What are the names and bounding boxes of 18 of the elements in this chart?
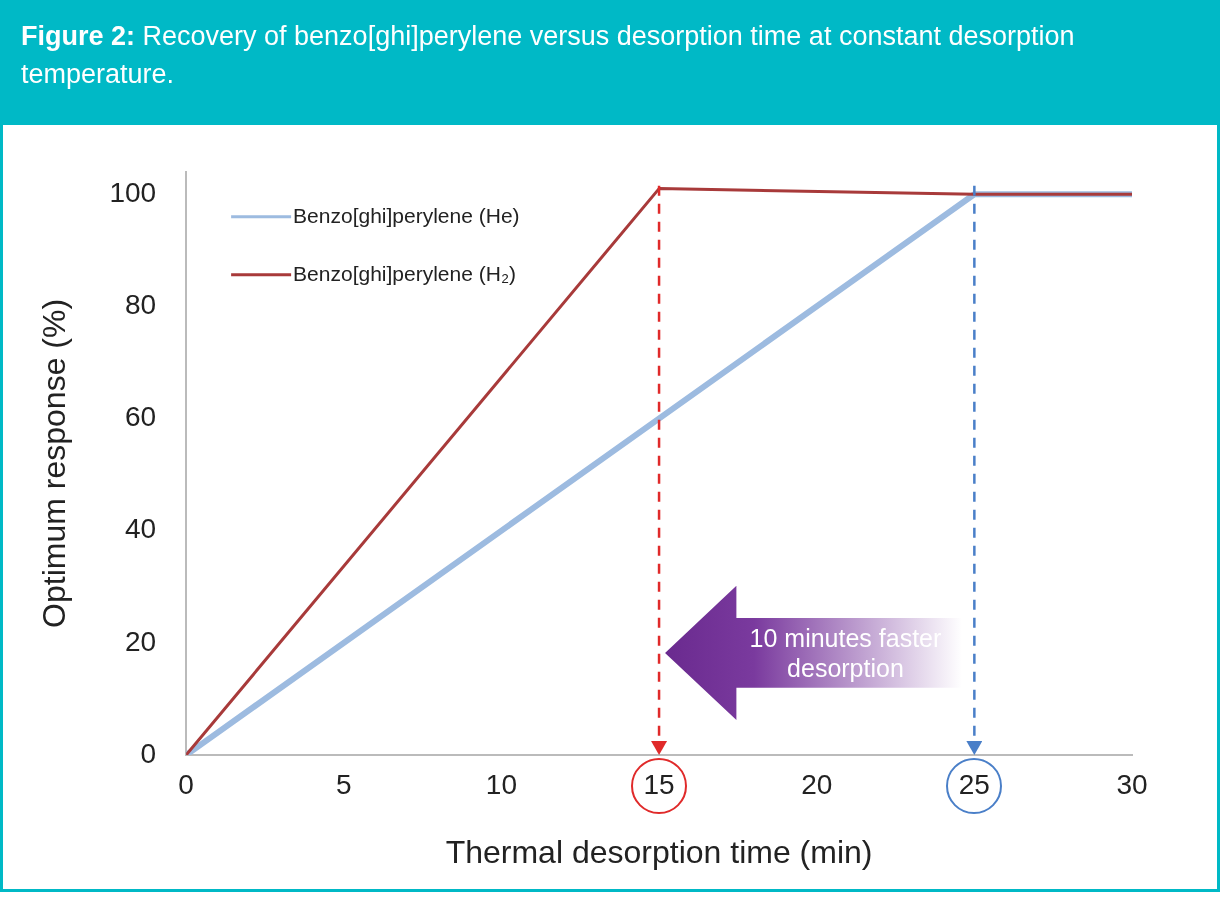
y-tick-label: 20: [124, 625, 157, 657]
x-tick-label: 15: [643, 768, 675, 800]
legend-label: Benzo[ghi]perylene (He): [293, 203, 520, 227]
y-tick-label: 80: [124, 289, 157, 321]
y-axis-title: Optimum response (%): [36, 298, 73, 628]
x-axis-title: Thermal desorption time (min): [445, 833, 873, 870]
x-tick-label: 30: [1116, 768, 1148, 800]
legend-label: Benzo[ghi]perylene (H₂): [293, 261, 517, 285]
chart-title: Figure 2: Recovery of benzo[ghi]perylene versus desorption time at constant desorption temperature.: [3, 3, 1217, 125]
y-tick-label: 100: [109, 176, 157, 208]
x-tick-label: 25: [958, 768, 990, 800]
y-tick-label: 60: [124, 401, 157, 433]
y-tick-label: 40: [124, 513, 157, 545]
x-tick-label: 10: [485, 768, 517, 800]
x-tick-label: 5: [335, 768, 352, 800]
x-tick-label: 20: [801, 768, 833, 800]
x-tick-label: 0: [178, 768, 194, 800]
y-tick-label: 0: [140, 737, 157, 769]
